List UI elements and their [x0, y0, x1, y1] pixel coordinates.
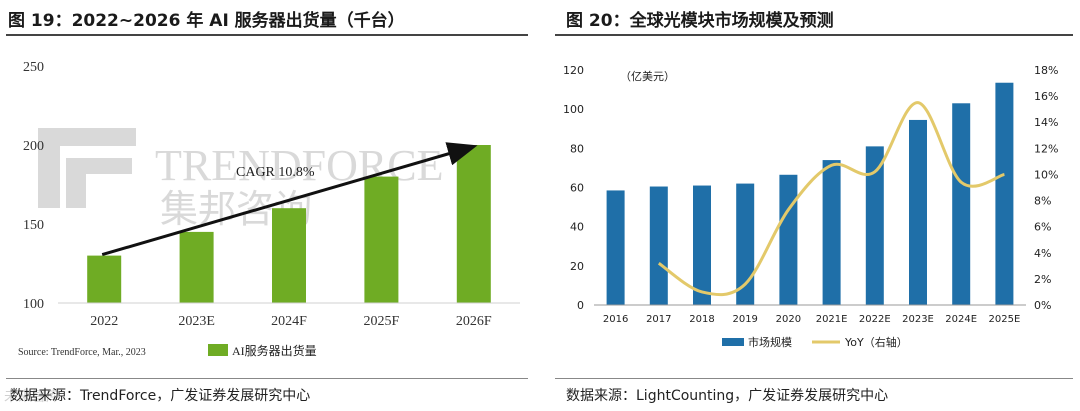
left-bar-2022 [87, 255, 122, 303]
right-x-tick-8: 2024E [945, 314, 977, 325]
right-x-tick-1: 2017 [646, 314, 671, 325]
right-bottom-rule [555, 378, 1073, 379]
legend-swatch-shipments [208, 344, 228, 356]
page-watermark: 未来智库 [4, 389, 60, 405]
left-x-tick-0: 2022 [90, 314, 118, 329]
legend-swatch-market [722, 338, 744, 346]
right-x-ticks: 2016 2017 2018 2019 2020 2021E 2022E 2023E 2024E… [603, 314, 1020, 325]
right-y-axis-right: 0% 2% 4% 6% 8% 10% 12% 14% 16% 18% [1034, 64, 1058, 312]
market-bar-2025E [995, 82, 1014, 305]
cagr-label: CAGR 10.8% [236, 165, 315, 180]
left-x-tick-2: 2024F [271, 314, 307, 329]
left-bar-2024F [272, 208, 306, 303]
left-bars [87, 145, 491, 303]
right-left-tick-6: 120 [563, 64, 584, 77]
left-source: 数据来源：TrendForce，广发证券发展研究中心 [10, 388, 311, 404]
left-bottom-rule [6, 378, 528, 379]
right-left-tick-5: 100 [563, 103, 584, 116]
right-source: 数据来源：LightCounting，广发证券发展研究中心 [566, 388, 889, 404]
chart-source-note: Source: TrendForce, Mar., 2023 [18, 347, 146, 358]
legend-label-yoy: YoY（右轴） [844, 335, 908, 349]
left-y-tick-3: 250 [23, 60, 44, 75]
legend-yoy-suffix: （右轴） [864, 335, 908, 349]
unit-label: （亿美元） [620, 70, 675, 83]
right-y-axis-left: 0 20 40 60 80 100 120 [563, 64, 584, 312]
right-left-tick-0: 0 [577, 299, 584, 312]
right-right-tick-0: 0% [1034, 299, 1051, 312]
yoy-line [657, 101, 1005, 297]
right-right-tick-4: 8% [1034, 195, 1051, 208]
left-x-tick-1: 2023E [178, 314, 215, 329]
legend-label-shipments: AI服务器出货量 [232, 343, 317, 358]
market-size-bars [606, 82, 1014, 305]
market-bar-2021E [822, 160, 841, 305]
legend-label-market: 市场规模 [748, 335, 792, 349]
right-left-tick-2: 40 [570, 221, 584, 234]
market-bar-2017 [649, 186, 668, 305]
right-x-tick-4: 2020 [776, 314, 801, 325]
market-bar-2016 [606, 190, 625, 305]
right-right-tick-3: 6% [1034, 221, 1051, 234]
left-x-tick-3: 2025F [364, 314, 400, 329]
right-x-tick-6: 2022E [859, 314, 891, 325]
right-right-tick-5: 10% [1034, 168, 1058, 181]
cagr-arrow [101, 142, 478, 257]
left-y-axis: 100 150 200 250 [23, 60, 44, 312]
left-y-tick-0: 100 [23, 297, 44, 312]
right-title-rule [555, 34, 1073, 36]
left-x-ticks: 2022 2023E 2024F 2025F 2026F [90, 314, 492, 329]
right-x-tick-0: 2016 [603, 314, 628, 325]
left-y-tick-2: 200 [23, 139, 44, 154]
market-bar-2020 [779, 174, 798, 305]
right-x-tick-5: 2021E [816, 314, 848, 325]
market-bar-2019 [736, 183, 755, 305]
right-right-tick-9: 18% [1034, 64, 1058, 77]
right-right-tick-2: 4% [1034, 247, 1051, 260]
right-right-tick-7: 14% [1034, 116, 1058, 129]
market-bar-2023E [909, 119, 927, 305]
right-left-tick-4: 80 [570, 142, 584, 155]
left-bar-2025F [364, 176, 399, 303]
right-right-tick-1: 2% [1034, 273, 1051, 286]
right-x-tick-9: 2025E [989, 314, 1021, 325]
market-bar-2022E [865, 146, 884, 305]
left-y-tick-1: 150 [23, 218, 44, 233]
right-right-tick-8: 16% [1034, 90, 1058, 103]
right-right-tick-6: 12% [1034, 142, 1058, 155]
market-bar-2018 [693, 185, 711, 305]
right-left-tick-3: 60 [570, 182, 584, 195]
right-figure-title: 图 20：全球光模块市场规模及预测 [566, 11, 834, 31]
legend-yoy-name: YoY [844, 336, 864, 349]
left-title-rule [6, 34, 528, 36]
right-chart: （亿美元） 0 20 40 60 80 100 120 0% 2% 4% 6% 8% 10% 12% 14… [563, 64, 1058, 349]
right-left-tick-1: 20 [570, 260, 584, 273]
left-bar-2026F [456, 145, 491, 303]
left-x-tick-4: 2026F [456, 314, 492, 329]
right-x-tick-3: 2019 [732, 314, 757, 325]
market-bar-2024E [952, 103, 971, 305]
left-bar-2023E [179, 231, 214, 303]
left-figure-title: 图 19：2022~2026 年 AI 服务器出货量（千台） [8, 11, 405, 31]
right-x-tick-7: 2023E [902, 314, 934, 325]
right-x-tick-2: 2018 [689, 314, 714, 325]
